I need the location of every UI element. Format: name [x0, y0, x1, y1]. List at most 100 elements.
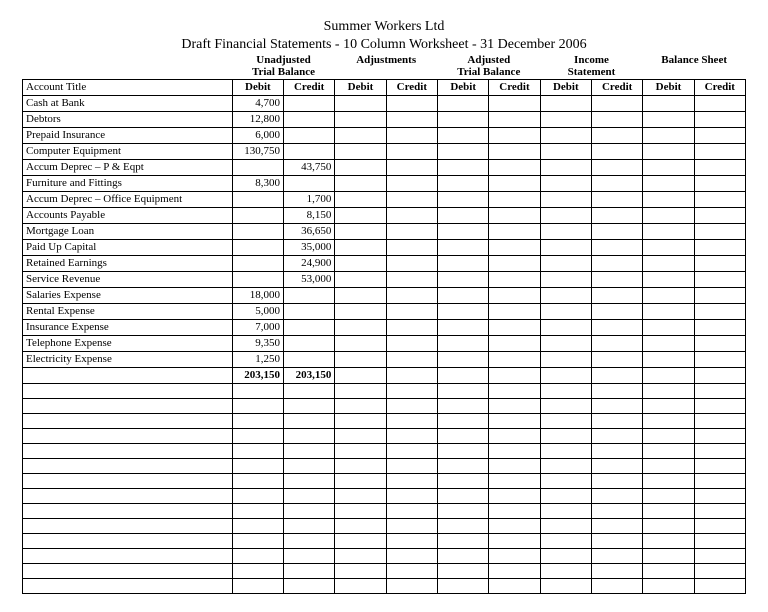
value-cell [335, 352, 386, 368]
value-cell [591, 272, 642, 288]
value-cell [284, 534, 335, 549]
value-cell [284, 444, 335, 459]
value-cell [591, 144, 642, 160]
value-cell [540, 444, 591, 459]
table-row: 203,150203,150 [23, 368, 746, 384]
account-title-cell: Insurance Expense [23, 320, 233, 336]
value-cell [643, 144, 694, 160]
value-cell [591, 192, 642, 208]
value-cell [437, 534, 488, 549]
value-cell [643, 112, 694, 128]
value-cell [489, 579, 540, 594]
value-cell [540, 474, 591, 489]
value-cell [489, 549, 540, 564]
value-cell [437, 564, 488, 579]
value-cell [335, 224, 386, 240]
value-cell [643, 444, 694, 459]
value-cell [591, 336, 642, 352]
account-title-cell: Service Revenue [23, 272, 233, 288]
account-title-cell: Paid Up Capital [23, 240, 233, 256]
value-cell [386, 336, 437, 352]
col-income-credit: Credit [591, 80, 642, 96]
value-cell [643, 192, 694, 208]
value-cell [386, 429, 437, 444]
value-cell [489, 504, 540, 519]
value-cell [540, 224, 591, 240]
account-title-cell [23, 399, 233, 414]
value-cell [643, 534, 694, 549]
header-block: Summer Workers Ltd Draft Financial State… [22, 18, 746, 53]
value-cell [386, 256, 437, 272]
value-cell: 36,650 [284, 224, 335, 240]
value-cell [386, 414, 437, 429]
col-adjusted-debit: Debit [437, 80, 488, 96]
value-cell: 43,750 [284, 160, 335, 176]
value-cell [489, 144, 540, 160]
account-title-cell: Accum Deprec – P & Eqpt [23, 160, 233, 176]
value-cell: 4,700 [232, 96, 283, 112]
value-cell [540, 414, 591, 429]
col-income-debit: Debit [540, 80, 591, 96]
value-cell [489, 240, 540, 256]
value-cell [335, 192, 386, 208]
value-cell [540, 579, 591, 594]
value-cell [540, 429, 591, 444]
value-cell [591, 176, 642, 192]
value-cell [437, 288, 488, 304]
value-cell: 203,150 [284, 368, 335, 384]
value-cell [540, 96, 591, 112]
value-cell [489, 459, 540, 474]
value-cell [591, 399, 642, 414]
value-cell [386, 444, 437, 459]
table-row: Debtors12,800 [23, 112, 746, 128]
value-cell [540, 352, 591, 368]
value-cell [232, 399, 283, 414]
value-cell [437, 96, 488, 112]
value-cell [591, 429, 642, 444]
value-cell [437, 176, 488, 192]
value-cell [284, 128, 335, 144]
value-cell [437, 224, 488, 240]
value-cell [694, 519, 745, 534]
value-cell [694, 144, 745, 160]
value-cell [540, 288, 591, 304]
value-cell [489, 444, 540, 459]
value-cell [540, 272, 591, 288]
value-cell [335, 504, 386, 519]
value-cell [335, 444, 386, 459]
value-cell [540, 320, 591, 336]
value-cell [694, 564, 745, 579]
value-cell [386, 288, 437, 304]
value-cell [284, 144, 335, 160]
account-title-cell [23, 459, 233, 474]
value-cell: 203,150 [232, 368, 283, 384]
value-cell [540, 176, 591, 192]
value-cell [335, 429, 386, 444]
value-cell [437, 160, 488, 176]
value-cell [335, 160, 386, 176]
col-unadj-credit: Credit [284, 80, 335, 96]
value-cell [643, 579, 694, 594]
value-cell [437, 504, 488, 519]
value-cell: 130,750 [232, 144, 283, 160]
value-cell [591, 368, 642, 384]
value-cell [386, 474, 437, 489]
value-cell [437, 128, 488, 144]
table-row: Accum Deprec – P & Eqpt 43,750 [23, 160, 746, 176]
value-cell [284, 549, 335, 564]
value-cell [437, 414, 488, 429]
value-cell [489, 399, 540, 414]
table-row: Accum Deprec – Office Equipment 1,700 [23, 192, 746, 208]
value-cell: 1,700 [284, 192, 335, 208]
value-cell [284, 429, 335, 444]
value-cell [386, 519, 437, 534]
value-cell [437, 144, 488, 160]
value-cell [643, 288, 694, 304]
value-cell [335, 384, 386, 399]
account-title-cell: Accum Deprec – Office Equipment [23, 192, 233, 208]
value-cell [437, 384, 488, 399]
table-row: Telephone Expense9,350 [23, 336, 746, 352]
value-cell [694, 549, 745, 564]
value-cell [540, 549, 591, 564]
value-cell [284, 176, 335, 192]
